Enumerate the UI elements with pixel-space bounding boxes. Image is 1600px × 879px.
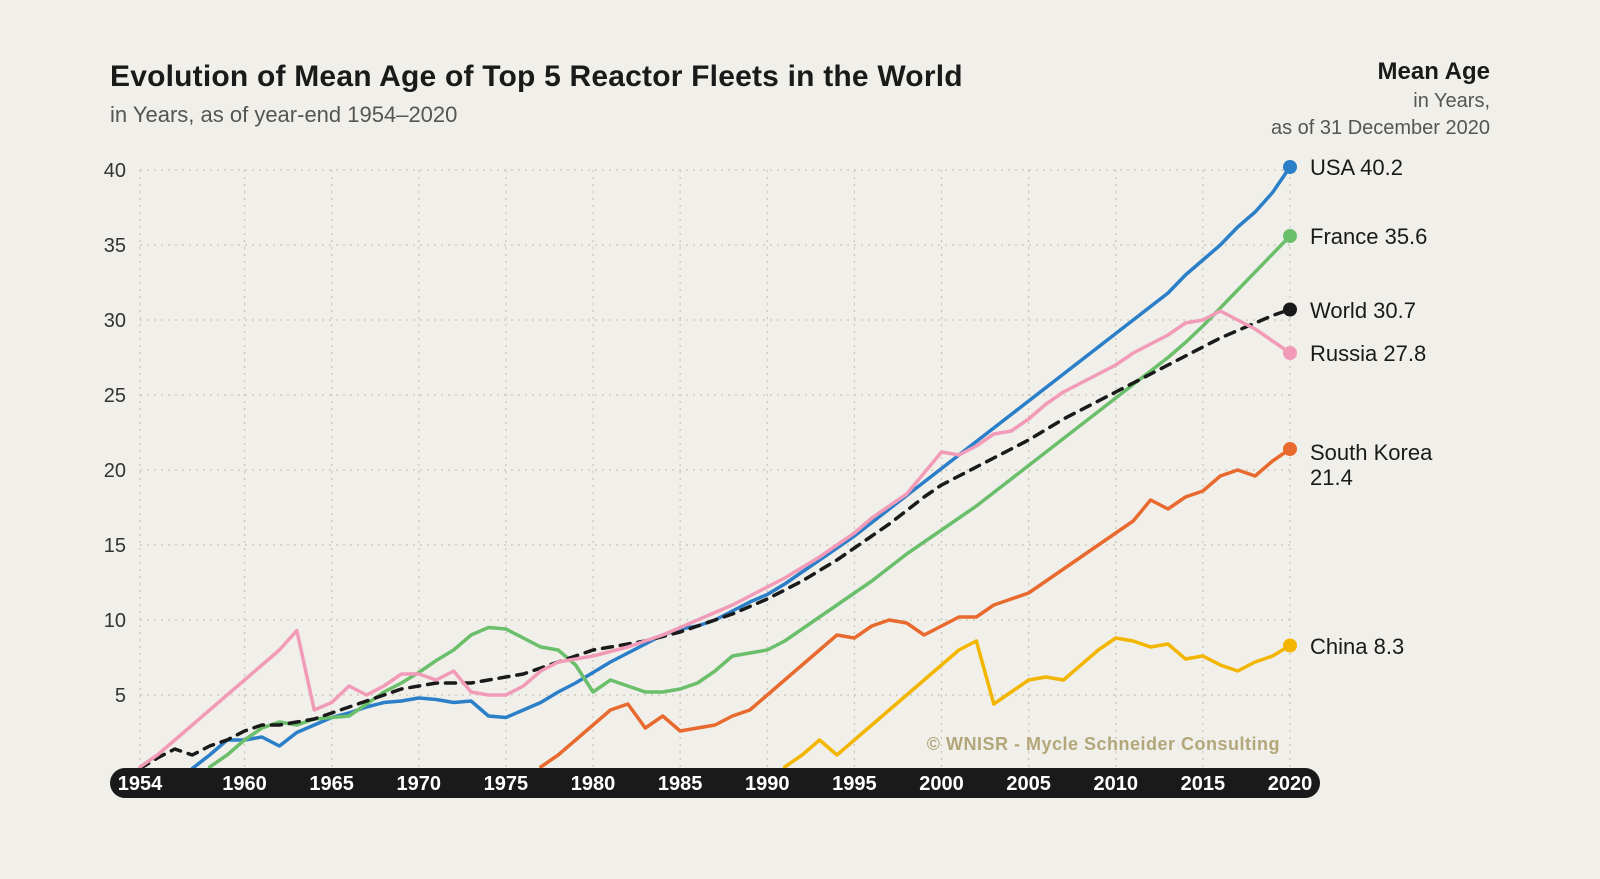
series-label-france: France 35.6 <box>1310 224 1427 249</box>
x-tick-label: 1990 <box>745 773 790 795</box>
y-tick-label: 35 <box>104 235 126 257</box>
series-marker-south-korea <box>1283 442 1297 456</box>
x-tick-label: 1960 <box>222 773 267 795</box>
x-tick-label: 1965 <box>309 773 354 795</box>
y-tick-label: 10 <box>104 610 126 632</box>
y-tick-label: 15 <box>104 535 126 557</box>
series-marker-russia <box>1283 346 1297 360</box>
chart-page: Evolution of Mean Age of Top 5 Reactor F… <box>0 0 1600 879</box>
series-line-south-korea <box>541 449 1290 767</box>
x-tick-label: 1995 <box>832 773 877 795</box>
series-marker-france <box>1283 229 1297 243</box>
x-tick-label: 2010 <box>1094 773 1139 795</box>
x-tick-label: 2005 <box>1006 773 1051 795</box>
x-tick-label: 1954 <box>118 773 163 795</box>
series-marker-china <box>1283 639 1297 653</box>
series-line-usa <box>192 167 1290 769</box>
y-tick-label: 25 <box>104 385 126 407</box>
x-tick-label: 2015 <box>1181 773 1226 795</box>
y-tick-label: 5 <box>115 685 126 707</box>
x-axis-pill <box>110 768 1320 798</box>
series-label-world: World 30.7 <box>1310 298 1416 323</box>
series-label-russia: Russia 27.8 <box>1310 341 1426 366</box>
y-tick-label: 20 <box>104 460 126 482</box>
series-line-russia <box>140 311 1290 767</box>
x-tick-label: 1970 <box>397 773 442 795</box>
x-tick-label: 2020 <box>1268 773 1313 795</box>
series-label-china: China 8.3 <box>1310 634 1404 659</box>
series-label-south-korea: South Korea21.4 <box>1310 440 1432 491</box>
series-marker-usa <box>1283 160 1297 174</box>
x-tick-label: 1980 <box>571 773 616 795</box>
series-marker-world <box>1283 303 1297 317</box>
series-line-france <box>210 236 1290 767</box>
y-tick-label: 30 <box>104 310 126 332</box>
x-tick-label: 1975 <box>484 773 529 795</box>
series-label-usa: USA 40.2 <box>1310 155 1403 180</box>
chart-credit: © WNISR - Mycle Schneider Consulting <box>927 734 1280 754</box>
x-tick-label: 2000 <box>919 773 964 795</box>
y-tick-label: 40 <box>104 160 126 182</box>
x-tick-label: 1985 <box>658 773 703 795</box>
